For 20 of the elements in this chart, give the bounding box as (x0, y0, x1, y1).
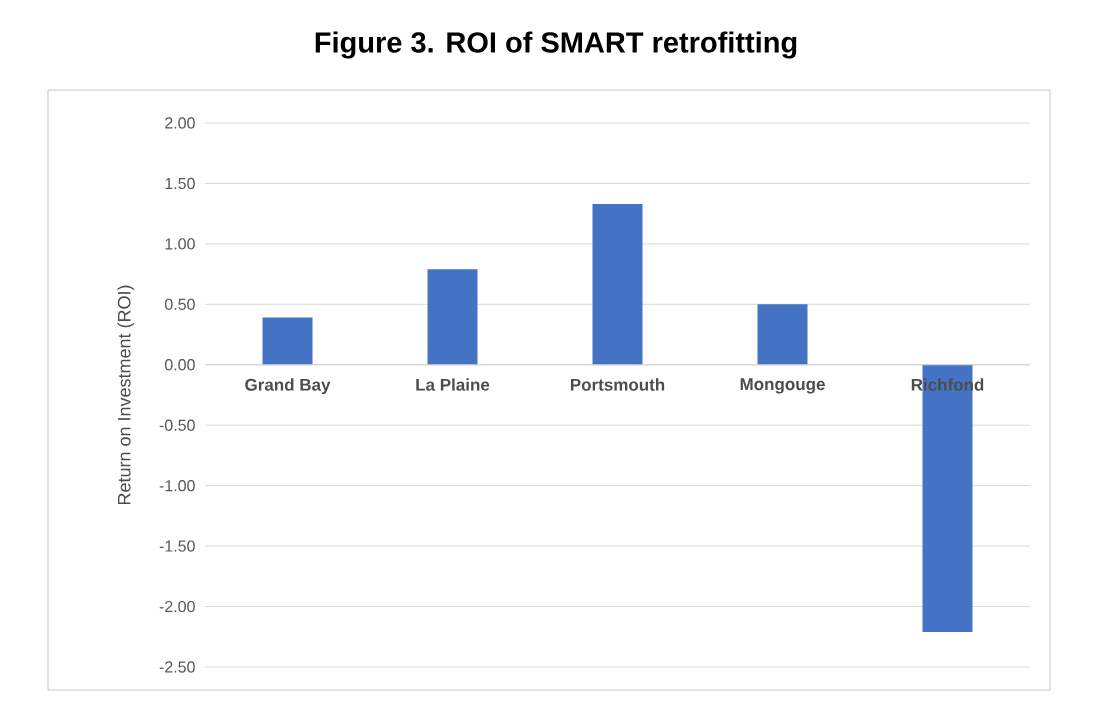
x-tick-label: Mongouge (740, 378, 825, 394)
y-tick-label: 1.00 (165, 238, 195, 250)
y-tick-label: -2.50 (159, 661, 195, 673)
y-tick-label: -2.00 (159, 600, 195, 613)
y-axis-title: Return on Investment (ROI) (117, 285, 135, 505)
y-tick-label: 2.00 (165, 117, 195, 129)
bar (427, 269, 478, 365)
x-tick-label: Grand Bay (245, 378, 331, 395)
bar (262, 317, 313, 365)
y-tick-label: 0.50 (164, 298, 195, 310)
y-tick-label: -1.50 (159, 540, 195, 552)
chart-title: Figure 3. ROI of SMART retrofitting (315, 31, 797, 59)
y-tick-label: 1.50 (165, 177, 195, 190)
y-tick-label: -0.50 (159, 419, 195, 431)
bar (592, 203, 643, 365)
y-tick-label: -1.00 (159, 480, 195, 492)
y-tick-label: 0.00 (164, 359, 195, 371)
bar (757, 304, 808, 365)
x-tick-label: La Plaine (416, 378, 490, 391)
x-tick-label: Portsmouth (570, 378, 665, 391)
